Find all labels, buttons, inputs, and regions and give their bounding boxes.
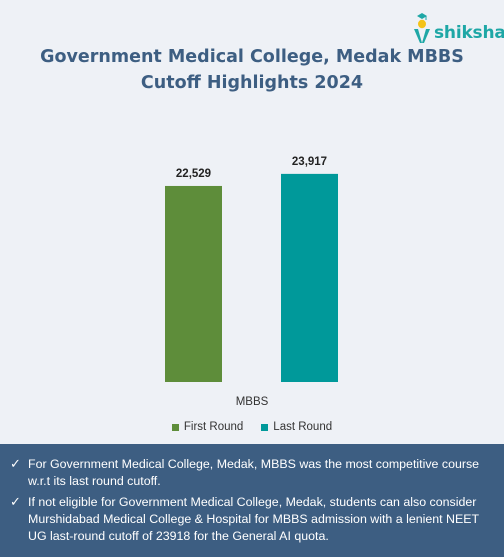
legend-item-first-round: First Round [171,421,244,433]
brand-name: shiksha [434,23,504,43]
bar-chart: 22,529 23,917 MBBS [165,156,338,408]
legend-swatch-last-round [261,423,269,431]
chart-legend: First Round Last Round [0,421,504,433]
note-item: ✓ For Government Medical College, Medak,… [10,456,496,490]
legend-item-last-round: Last Round [261,421,332,433]
note-text: If not eligible for Government Medical C… [28,495,479,543]
legend-label-last-round: Last Round [273,421,333,433]
bar-last-round [281,173,338,382]
check-icon: ✓ [10,495,21,510]
shiksha-logo: shiksha [411,8,504,48]
category-label-mbbs: MBBS [236,396,269,408]
note-item: ✓ If not eligible for Government Medical… [10,494,496,545]
check-icon: ✓ [10,457,21,472]
note-text: For Government Medical College, Medak, M… [28,457,480,488]
chart-title: Government Medical College, Medak MBBS C… [40,47,464,93]
legend-swatch-first-round [171,423,179,431]
data-label-last-round: 23,917 [292,156,327,168]
chart-area: shiksha Government Medical College, Meda… [0,0,504,444]
legend-label-first-round: First Round [183,421,244,433]
data-label-first-round: 22,529 [176,168,211,180]
notes-panel: ✓ For Government Medical College, Medak,… [0,444,504,557]
shiksha-mascot-icon [414,13,430,43]
bar-first-round [165,185,222,382]
